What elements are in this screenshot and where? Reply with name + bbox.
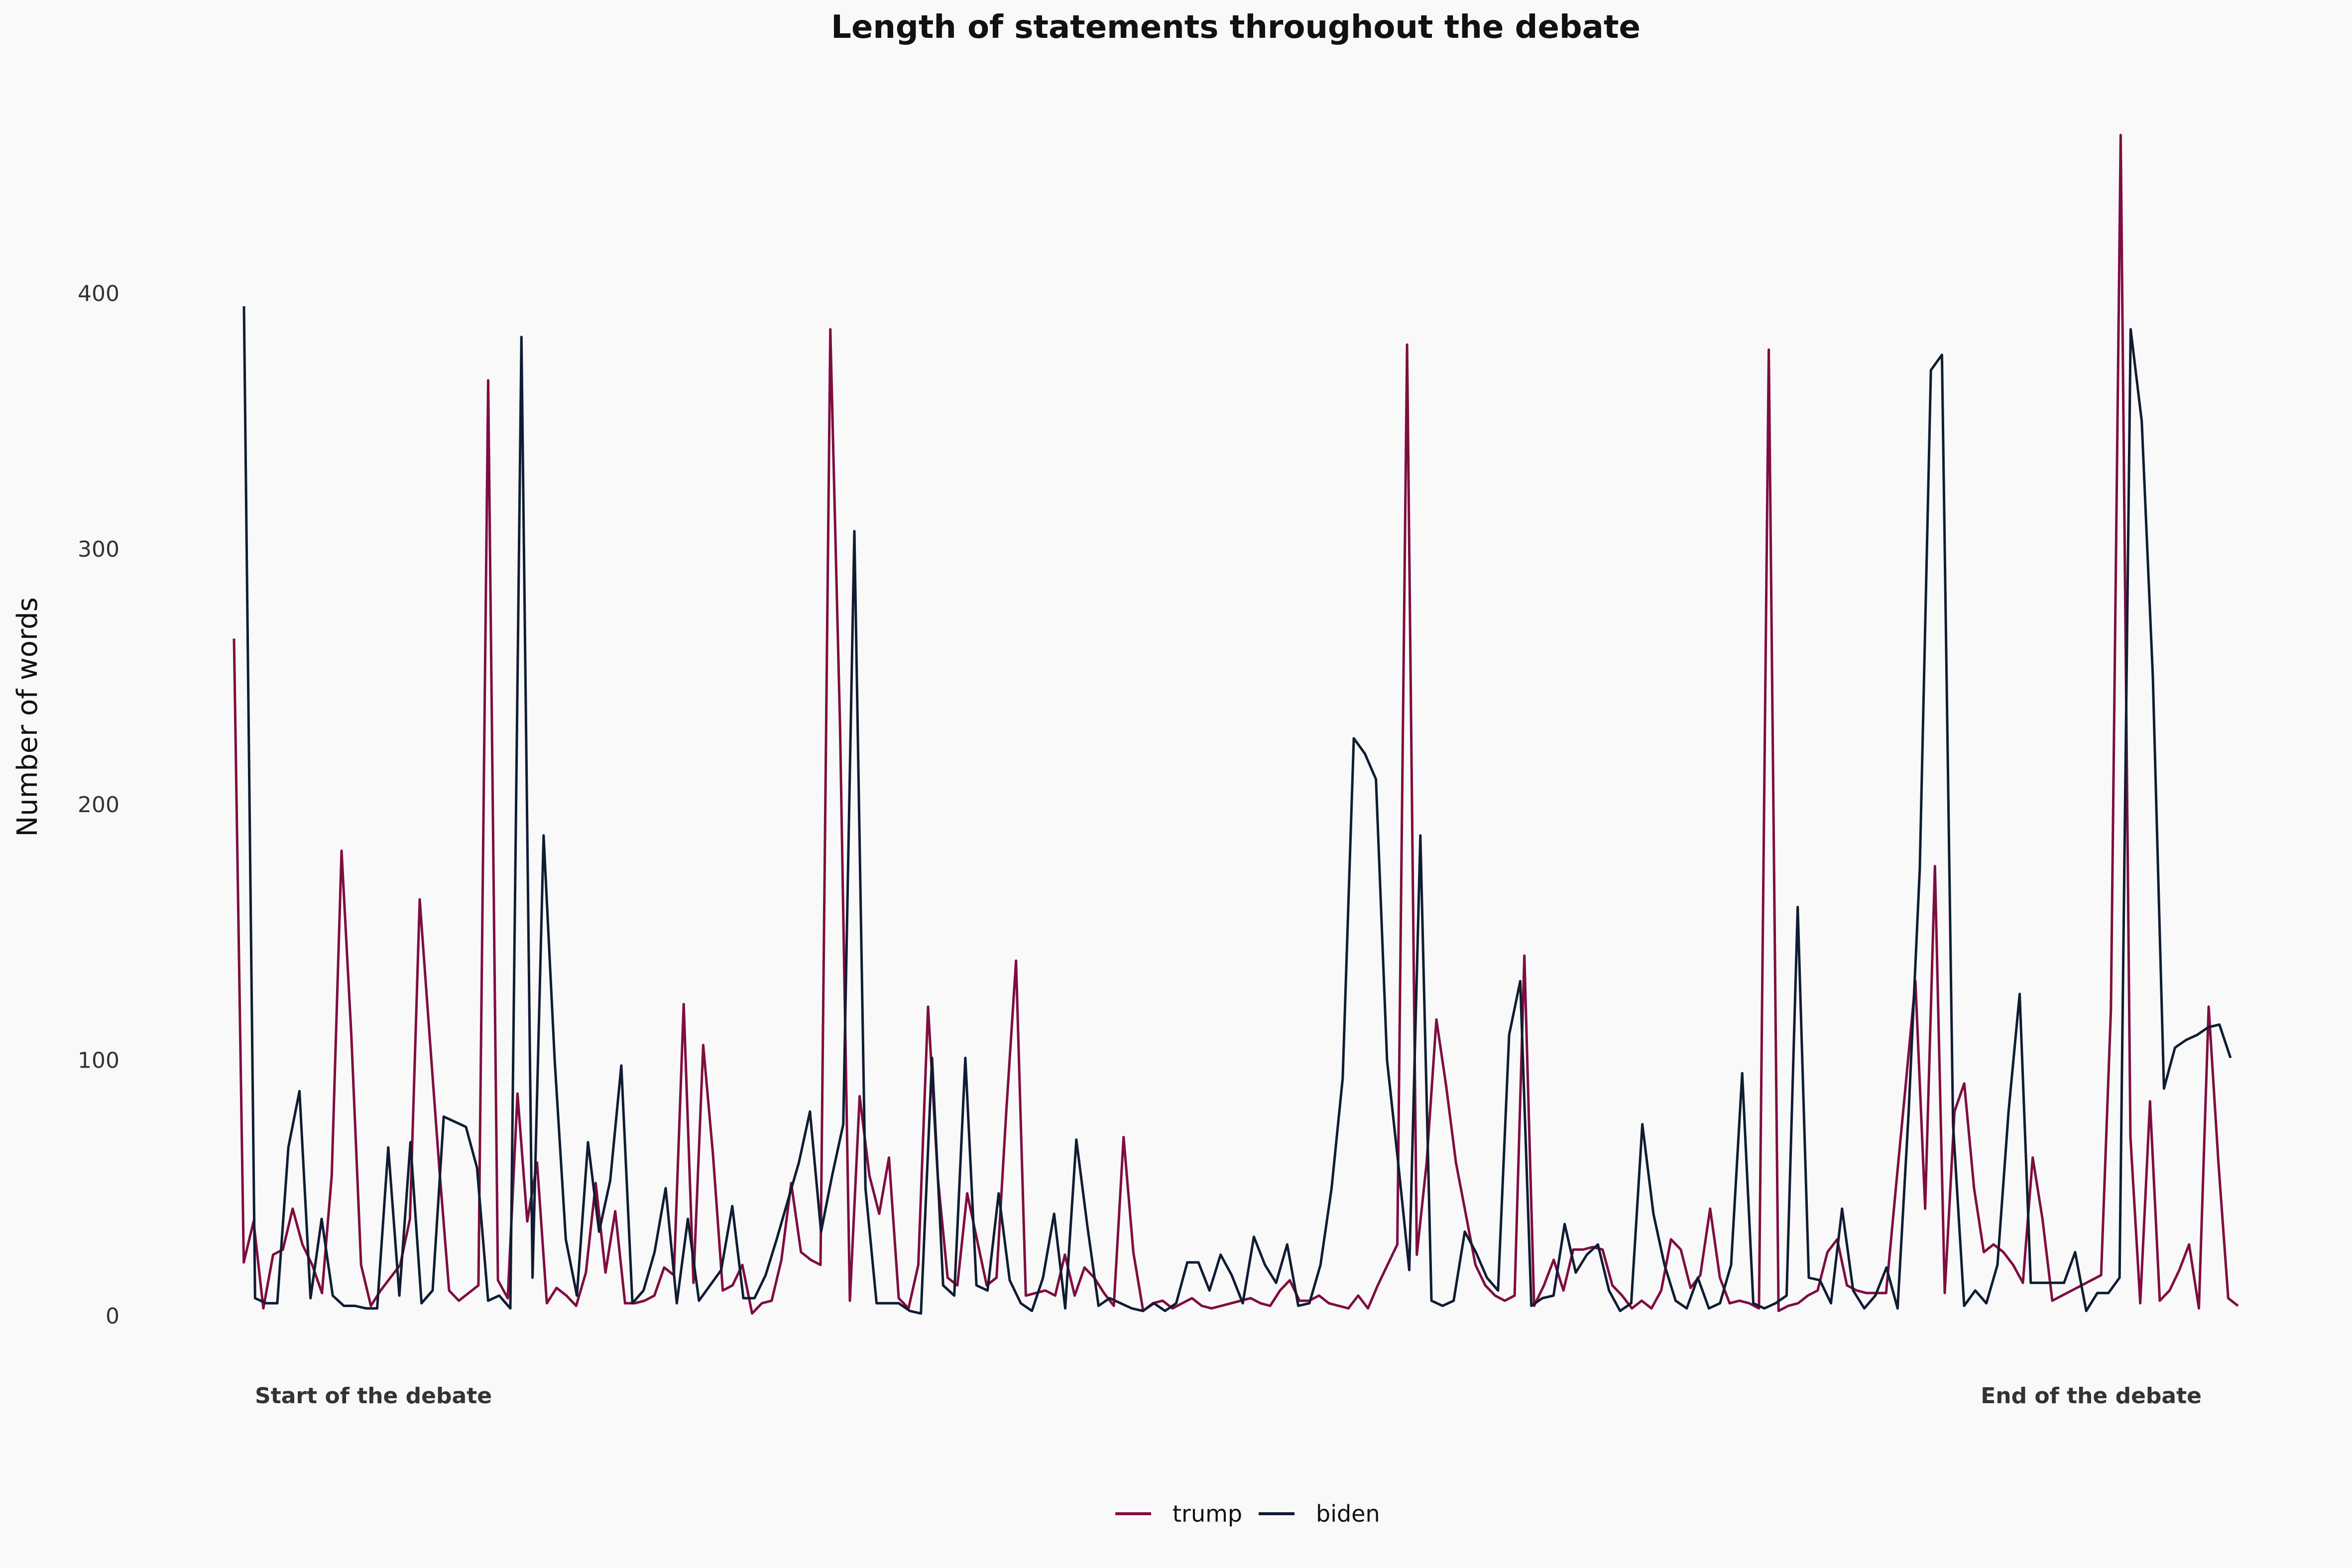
legend: trump biden <box>1115 1500 1380 1527</box>
end-of-debate-label: End of the debate <box>1981 1383 2202 1409</box>
chart-title: Length of statements throughout the deba… <box>831 9 1641 46</box>
y-tick-label: 400 <box>78 281 119 306</box>
plot-area <box>233 133 2239 1315</box>
y-tick-label: 300 <box>78 537 119 562</box>
y-tick-label: 100 <box>78 1048 119 1074</box>
start-of-debate-label: Start of the debate <box>255 1383 492 1409</box>
y-axis-label: Number of words <box>11 597 44 837</box>
y-axis-ticks: 0 100 200 300 400 <box>78 281 119 1329</box>
y-tick-label: 200 <box>78 792 119 818</box>
series-line-biden <box>242 306 2232 1315</box>
legend-label-trump: trump <box>1173 1500 1242 1527</box>
y-tick-label: 0 <box>106 1304 119 1329</box>
legend-label-biden: biden <box>1316 1500 1380 1527</box>
series-line-trump <box>233 133 2239 1315</box>
